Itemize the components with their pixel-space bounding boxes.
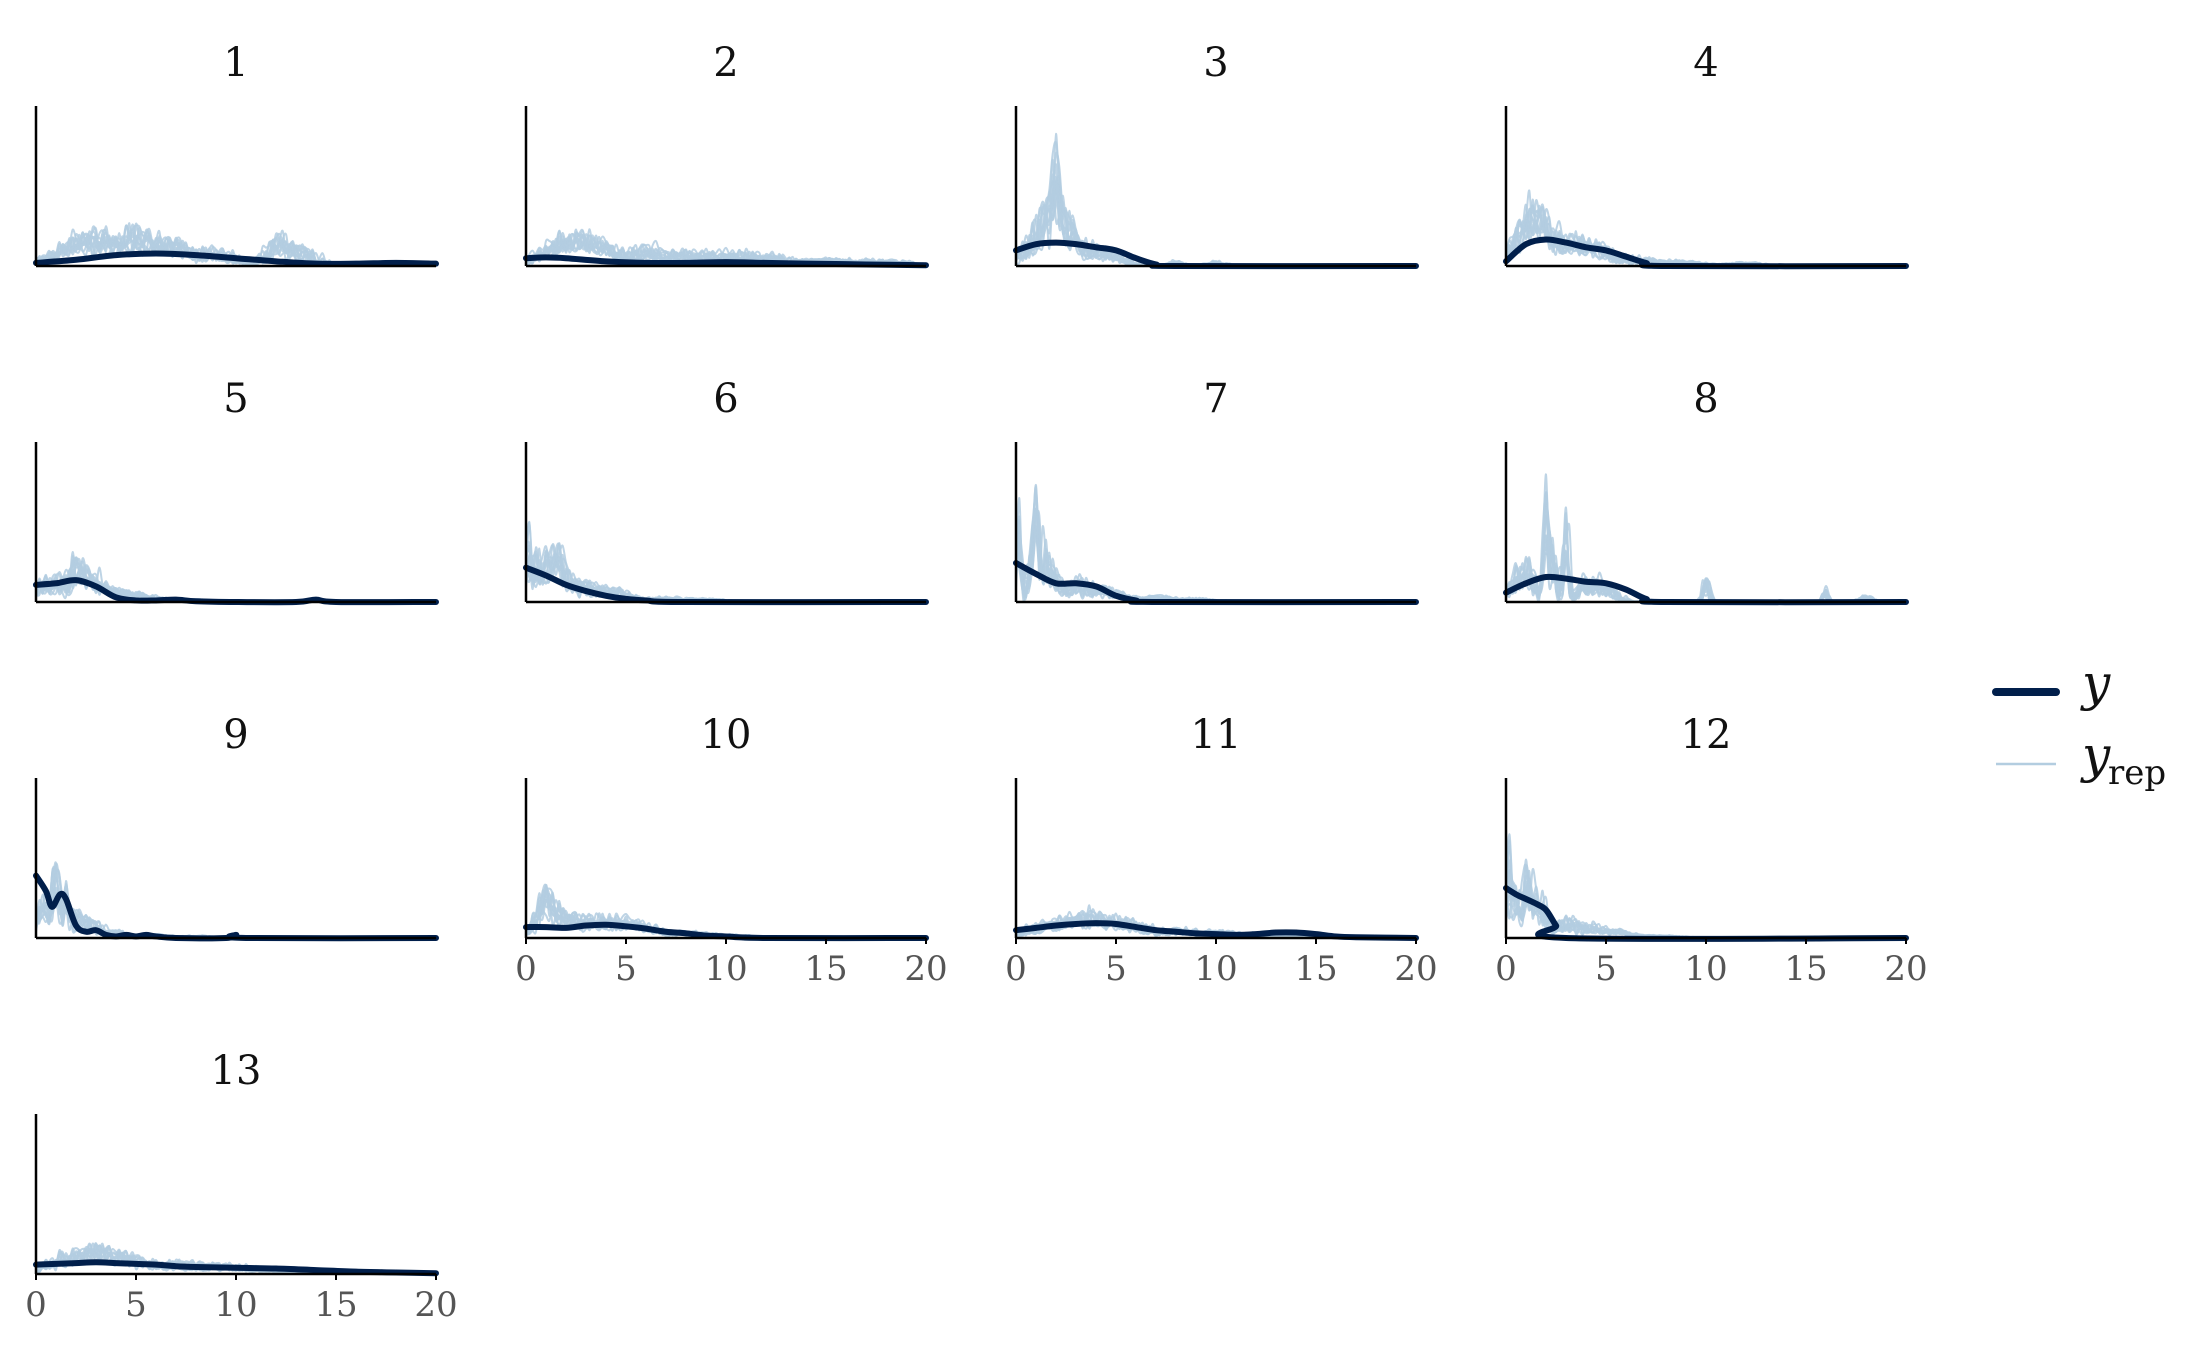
yrep-curve [525,885,926,940]
y-curve [33,250,439,267]
yrep-curve [1505,210,1906,268]
yrep-curve [1015,507,1416,604]
x-tick-label: 0 [515,949,537,989]
x-tick-label: 10 [1194,949,1237,989]
yrep-curve [525,887,926,940]
y-curve [33,577,439,606]
panel-title: 6 [713,376,738,422]
panel-3: 3 [1013,40,1419,270]
x-tick-label: 15 [1784,949,1827,989]
panel-title: 8 [1693,376,1718,422]
y-curve [33,1259,439,1277]
panel-1: 1 [33,40,439,268]
yrep-curve [1505,880,1906,940]
panel-title: 2 [713,40,738,86]
panel-11: 11 0 5 10 15 20 [1005,712,1437,989]
panel-title: 3 [1203,40,1228,86]
x-tick-label: 10 [704,949,747,989]
panel-title: 13 [211,1048,262,1094]
x-tick-label: 0 [25,1285,47,1325]
yrep-curve [525,228,927,267]
panel-title: 12 [1681,712,1732,758]
x-tick-label: 10 [214,1285,257,1325]
panel-13: 13 0 5 10 15 20 [25,1048,457,1325]
yrep-curve [1015,175,1416,268]
yrep-curve [1505,833,1906,940]
legend-yrep-label: y [2080,726,2111,784]
x-tick-label: 20 [414,1285,457,1325]
panel-9: 9 [33,712,439,942]
x-tick-label: 5 [615,949,637,989]
yrep-curve [525,888,926,940]
x-tick-label: 5 [125,1285,147,1325]
panel-6: 6 [523,376,929,606]
yrep-curve [1015,180,1416,268]
yrep-curve [1505,198,1906,268]
panel-title: 4 [1693,40,1718,86]
yrep-curve [1505,205,1906,268]
y-curve [523,254,929,269]
x-tick-label: 0 [1495,949,1517,989]
y-curve [33,872,439,942]
panel-7: 7 [1013,376,1419,606]
y-curve [1013,920,1419,941]
x-tick-label: 15 [804,949,847,989]
panel-5: 5 [33,376,439,606]
y-curve [1013,560,1419,606]
yrep-curve [1505,209,1906,268]
yrep-curve [1015,179,1416,267]
panel-2: 2 [523,40,929,269]
x-tick-label: 20 [1884,949,1927,989]
panel-12: 12 0 5 10 15 20 [1495,712,1927,989]
x-tick-label: 20 [904,949,947,989]
x-tick-label: 0 [1005,949,1027,989]
panel-title: 1 [223,40,248,86]
yrep-curve [1505,208,1906,267]
x-tick-label: 5 [1105,949,1127,989]
yrep-curve [1505,839,1906,940]
yrep-curve [1015,173,1416,268]
x-tick-label: 15 [314,1285,357,1325]
yrep-curve [1015,175,1416,268]
yrep-curve [1505,828,1906,940]
yrep-curve [525,889,926,939]
x-tick-label: 20 [1394,949,1437,989]
panel-title: 5 [223,376,248,422]
panel-title: 11 [1191,712,1242,758]
legend-yrep-subscript: rep [2108,753,2166,793]
panel-10: 10 0 5 10 15 20 [515,712,947,989]
panel-8: 8 [1503,376,1909,606]
x-tick-label: 5 [1595,949,1617,989]
x-tick-label: 15 [1294,949,1337,989]
y-curve [523,921,929,942]
panel-title: 7 [1203,376,1228,422]
yrep-curve [1505,207,1906,267]
panel-title: 10 [701,712,752,758]
legend-y-label: y [2080,654,2111,712]
yrep-curve [1015,163,1416,268]
yrep-curve [1505,189,1906,268]
panel-4: 4 [1503,40,1909,270]
panel-title: 9 [223,712,248,758]
x-tick-label: 10 [1684,949,1727,989]
yrep-curve [1505,534,1906,605]
